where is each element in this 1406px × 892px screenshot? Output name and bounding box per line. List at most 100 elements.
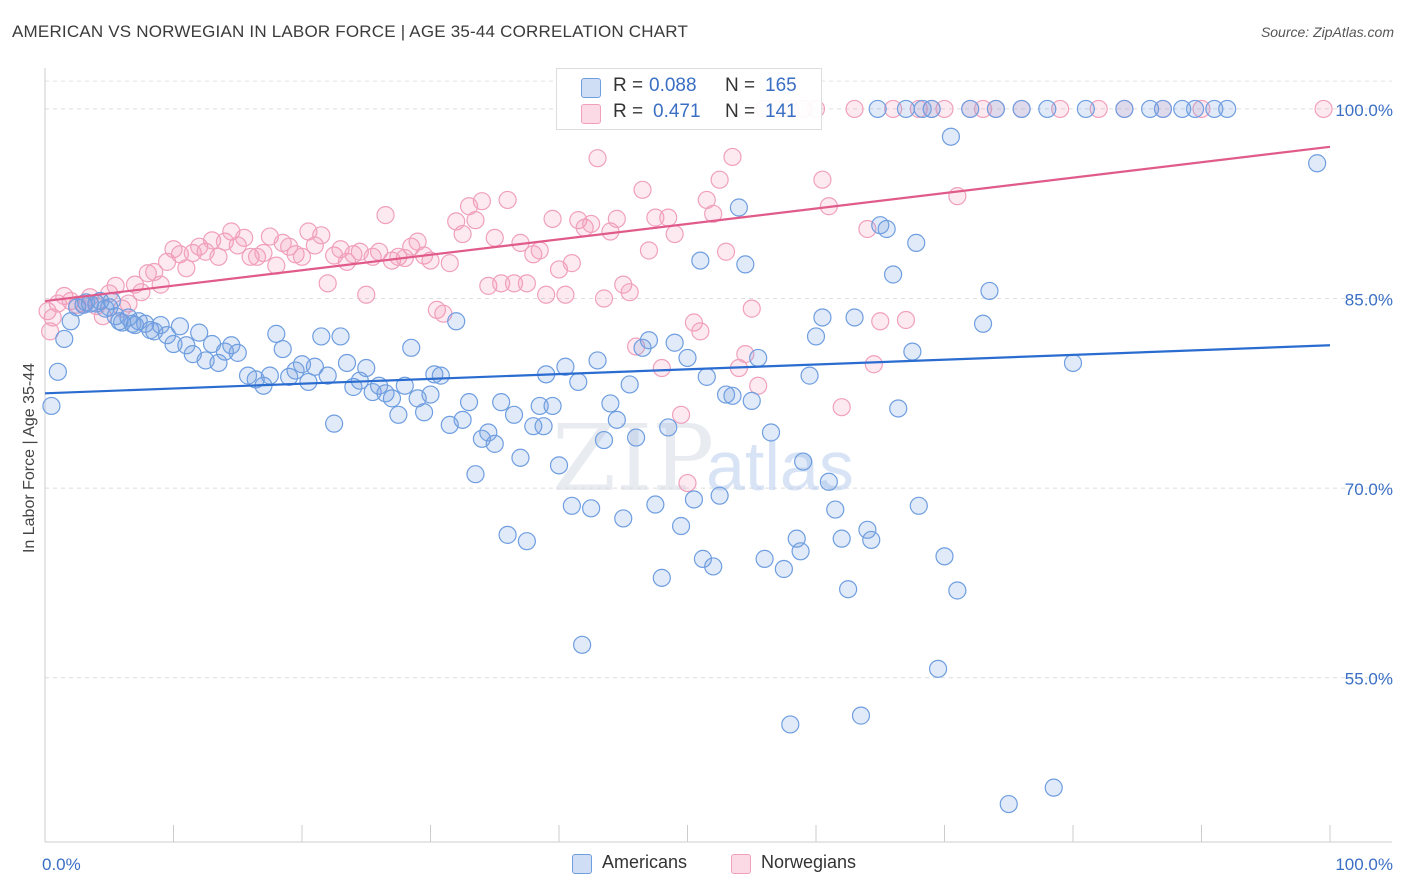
norwegian-point	[896, 310, 916, 330]
chart-source: Source: ZipAtlas.com	[1260, 24, 1394, 40]
norwegian-point	[440, 254, 459, 273]
american-point	[710, 486, 729, 505]
americans-points	[42, 99, 1327, 814]
norwegian-point	[209, 247, 228, 266]
american-point	[1140, 99, 1160, 119]
american-point	[986, 99, 1006, 119]
american-point	[652, 568, 671, 587]
american-point	[222, 336, 241, 355]
norwegian-point	[151, 275, 170, 294]
norwegian-point	[530, 241, 549, 260]
american-point	[517, 532, 536, 551]
norwegian-point	[280, 237, 299, 256]
americans-legend-label: Americans	[602, 852, 688, 872]
american-point	[466, 465, 485, 484]
american-point	[671, 516, 691, 536]
american-point	[209, 353, 228, 373]
norwegian-point	[845, 99, 864, 119]
american-point	[151, 315, 170, 335]
american-point	[684, 490, 704, 509]
american-point	[607, 410, 626, 429]
american-point	[1063, 353, 1083, 373]
american-point	[639, 331, 659, 350]
axes	[44, 68, 1392, 843]
american-point	[736, 255, 755, 274]
norwegian-point	[498, 190, 517, 210]
trend-lines	[44, 145, 1331, 395]
american-point	[903, 342, 922, 361]
american-point	[55, 329, 74, 349]
american-point	[601, 394, 620, 413]
american-point	[582, 499, 601, 518]
american-point	[318, 366, 337, 385]
american-point	[1012, 99, 1031, 119]
american-point	[1308, 154, 1327, 173]
norwegian-point	[671, 405, 691, 424]
american-point	[170, 317, 190, 336]
norwegian-point	[749, 376, 768, 395]
norwegian-point	[537, 285, 556, 304]
american-point	[928, 659, 948, 678]
american-point	[594, 430, 614, 450]
norwegian-point	[1192, 99, 1211, 119]
american-point	[569, 372, 588, 392]
norwegian-point	[312, 226, 331, 245]
norwegian-point	[472, 192, 491, 211]
american-point	[755, 549, 774, 568]
norwegian-point	[742, 299, 761, 318]
american-point	[1038, 99, 1057, 119]
american-point	[1153, 99, 1173, 119]
american-point	[620, 375, 639, 394]
american-point	[331, 327, 350, 346]
norwegian-point	[723, 147, 742, 167]
norwegian-point	[305, 236, 324, 255]
american-point	[48, 362, 67, 381]
american-point	[948, 581, 967, 600]
american-point	[716, 385, 736, 404]
american-point	[1076, 99, 1095, 119]
american-point	[877, 219, 896, 239]
norwegian-point	[620, 283, 639, 302]
norwegian-point	[582, 214, 601, 234]
y-axis-label: In Labor Force | Age 35-44	[21, 363, 38, 553]
american-point	[868, 99, 887, 119]
american-point	[453, 410, 472, 429]
american-point	[626, 428, 646, 447]
american-point	[791, 542, 810, 561]
american-point	[774, 559, 793, 579]
norwegians-legend-swatch	[731, 854, 751, 874]
norwegian-point	[556, 285, 575, 304]
american-point	[851, 706, 871, 725]
american-point	[761, 423, 781, 442]
norwegian-point	[43, 308, 62, 327]
norwegian-point	[357, 285, 376, 304]
norwegians-n-value: 141	[765, 101, 797, 122]
norwegian-point	[588, 149, 607, 168]
norwegian-point	[376, 205, 395, 225]
norwegian-point	[665, 224, 684, 244]
american-point	[1218, 99, 1237, 119]
american-point	[267, 324, 286, 343]
norwegian-point	[562, 254, 581, 273]
norwegian-point	[633, 180, 652, 199]
norwegian-point	[466, 211, 485, 230]
norwegians-r-label: R =	[613, 101, 644, 122]
american-point	[562, 496, 581, 515]
american-point	[858, 520, 877, 539]
norwegian-point	[517, 274, 536, 293]
american-point	[678, 348, 697, 368]
american-point	[839, 580, 858, 599]
american-point	[498, 525, 517, 544]
american-point	[980, 281, 999, 301]
american-point	[273, 339, 292, 359]
american-point	[102, 291, 121, 311]
american-point	[573, 635, 592, 654]
american-point	[659, 418, 678, 437]
american-point	[693, 549, 713, 568]
americans-n-value: 165	[765, 75, 797, 96]
american-point	[883, 265, 903, 284]
american-point	[228, 343, 247, 362]
american-point	[646, 495, 665, 514]
american-point	[813, 308, 832, 327]
